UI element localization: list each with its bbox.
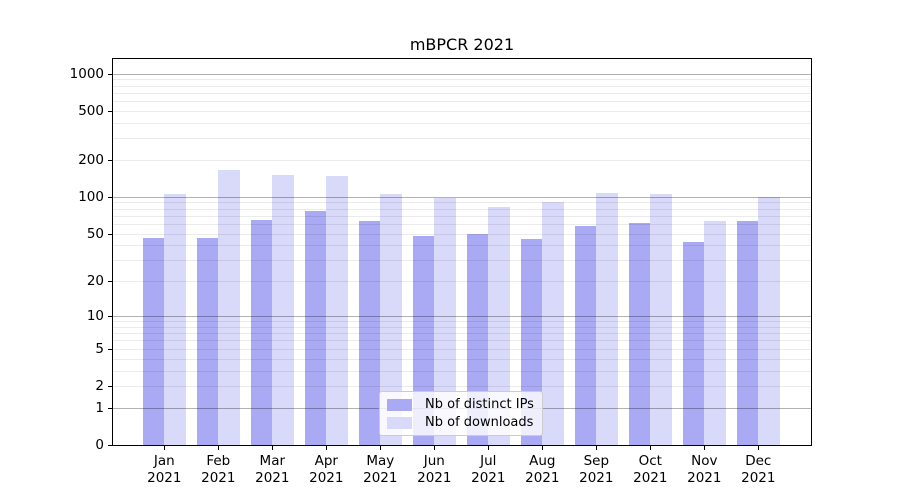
legend-item-distinct-ips: Nb of distinct IPs — [387, 397, 542, 412]
y-tick-label: 1 — [95, 399, 104, 416]
x-tick-label: Jan 2021 — [147, 453, 182, 486]
bar-downloads — [596, 192, 618, 445]
legend-item-downloads: Nb of downloads — [387, 415, 542, 430]
gridline — [113, 73, 811, 75]
x-tick-label: Nov 2021 — [687, 453, 722, 486]
x-tick-mark — [758, 446, 760, 450]
x-tick-label: Dec 2021 — [741, 453, 776, 486]
x-tick-mark — [650, 446, 652, 450]
bar-distinct-ips — [628, 223, 651, 445]
bar-downloads — [218, 170, 240, 445]
bar-downloads — [488, 206, 510, 445]
x-tick-mark — [704, 446, 706, 450]
y-tick-mark — [108, 233, 113, 235]
gridline — [113, 159, 811, 161]
x-tick-mark — [596, 446, 598, 450]
bar-distinct-ips — [304, 211, 327, 445]
gridline — [113, 79, 811, 81]
bar-distinct-ips — [736, 221, 759, 445]
bar-downloads — [380, 193, 402, 445]
legend: Nb of distinct IPs Nb of downloads — [379, 391, 543, 436]
x-tick-label: Mar 2021 — [255, 453, 290, 486]
x-tick-label: Sep 2021 — [579, 453, 614, 486]
chart-title: mBPCR 2021 — [409, 35, 515, 54]
gridline — [113, 100, 811, 102]
x-tick-mark — [326, 446, 328, 450]
x-tick-label: Aug 2021 — [525, 453, 560, 486]
y-tick-mark — [108, 196, 113, 198]
y-tick-label: 100 — [78, 188, 104, 205]
y-tick-label: 500 — [78, 102, 104, 119]
y-tick-mark — [108, 407, 113, 409]
bar-downloads — [650, 193, 672, 445]
x-tick-mark — [488, 446, 490, 450]
bar-distinct-ips — [574, 225, 597, 445]
y-tick-label: 0 — [95, 437, 104, 453]
y-tick-label: 1000 — [69, 65, 104, 82]
bar-downloads — [542, 201, 564, 445]
bar-downloads — [758, 196, 780, 445]
y-tick-label: 50 — [86, 225, 104, 242]
x-tick-mark — [164, 446, 166, 450]
x-tick-label: Feb 2021 — [201, 453, 236, 486]
x-tick-label: Oct 2021 — [633, 453, 668, 486]
y-tick-mark — [108, 445, 113, 447]
gridline — [113, 92, 811, 94]
y-tick-mark — [108, 385, 113, 388]
bar-distinct-ips — [142, 237, 165, 445]
plot-area — [112, 58, 812, 446]
x-tick-mark — [218, 446, 220, 450]
gridline — [113, 110, 811, 112]
bar-downloads — [326, 176, 348, 445]
gridline — [113, 85, 811, 87]
legend-label-downloads: Nb of downloads — [425, 415, 534, 430]
bar-distinct-ips — [358, 220, 381, 445]
gridline — [113, 122, 811, 124]
y-tick-label: 5 — [95, 340, 104, 357]
bar-distinct-ips — [682, 241, 705, 445]
x-tick-label: Apr 2021 — [309, 453, 344, 486]
bar-distinct-ips — [250, 219, 273, 445]
x-tick-label: May 2021 — [363, 453, 398, 486]
x-tick-mark — [542, 446, 544, 450]
bar-distinct-ips — [196, 237, 219, 445]
bar-downloads — [704, 220, 726, 445]
legend-swatch-downloads-icon — [387, 416, 412, 429]
bar-downloads — [164, 194, 186, 445]
x-tick-label: Jul 2021 — [471, 453, 506, 486]
y-tick-label: 10 — [86, 308, 104, 325]
y-tick-mark — [108, 73, 113, 75]
x-tick-mark — [380, 446, 382, 450]
y-tick-label: 20 — [86, 273, 104, 290]
y-tick-mark — [108, 316, 113, 318]
y-tick-mark — [108, 348, 113, 350]
x-tick-mark — [434, 446, 436, 450]
gridline — [113, 138, 811, 140]
y-tick-label: 200 — [78, 151, 104, 168]
bar-downloads — [272, 174, 294, 445]
y-tick-mark — [108, 281, 113, 283]
y-tick-mark — [108, 110, 113, 112]
legend-label-distinct-ips: Nb of distinct IPs — [425, 397, 534, 412]
y-tick-label: 2 — [95, 377, 104, 394]
bar-downloads — [434, 197, 456, 445]
x-tick-mark — [272, 446, 274, 450]
x-tick-label: Jun 2021 — [417, 453, 452, 486]
y-tick-mark — [108, 159, 113, 161]
legend-swatch-distinct-ips-icon — [387, 398, 412, 411]
